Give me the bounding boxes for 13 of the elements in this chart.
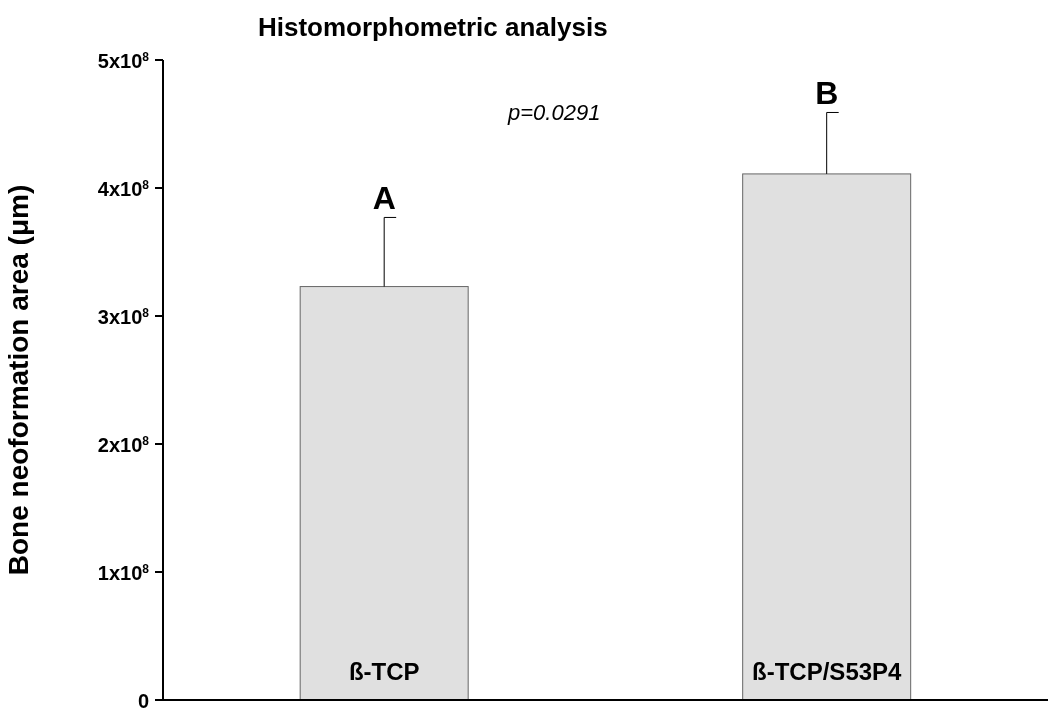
y-tick-label: 5x10$^{8}$ [97, 50, 150, 72]
annotation: p=0.0291 [508, 100, 601, 126]
annotation: B [815, 75, 839, 112]
y-axis-title: Bone neoformation area (μm) [2, 184, 34, 576]
chart-title: Histomorphometric analysis [258, 12, 608, 43]
annotation: A [372, 180, 396, 217]
y-tick-label: 3x10$^{8}$ [97, 306, 150, 328]
y-tick-label: 2x10$^{8}$ [97, 434, 150, 456]
y-tick-label: 4x10$^{8}$ [97, 178, 150, 200]
x-tick-label: ß-TCP [348, 658, 420, 685]
y-tick-label: 1x10$^{8}$ [97, 562, 150, 584]
y-tick-label: 0 [137, 690, 149, 712]
x-tick-label: ß-TCP/S53P4 [752, 658, 903, 685]
